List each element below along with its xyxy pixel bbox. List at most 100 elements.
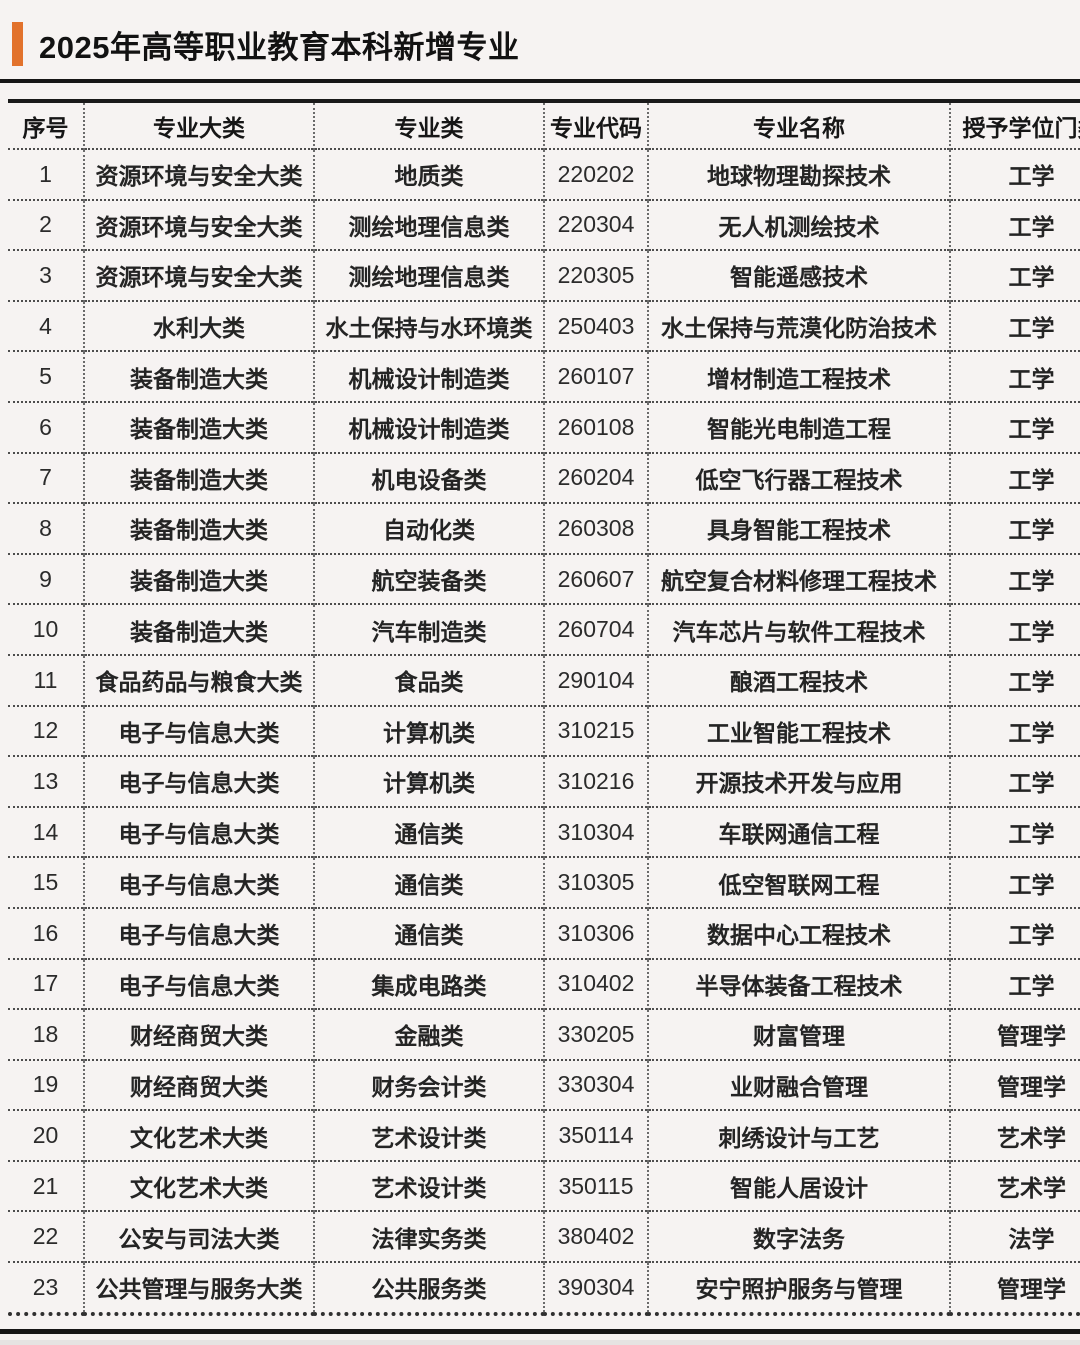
cell-no: 8 [39, 514, 52, 541]
cell-degree: 工学 [949, 654, 1080, 706]
cell-degree: 艺术学 [949, 1110, 1080, 1161]
cell-group: 通信类 [313, 907, 544, 959]
cell-major: 车联网通信工程 [647, 806, 950, 858]
cell-group: 计算机类 [313, 705, 544, 757]
table-row: 17 电子与信息大类 集成电路类 310402 半导体装备工程技术 工学 [8, 958, 1080, 1010]
cell-code: 350114 [543, 1110, 648, 1161]
cell-degree: 工学 [949, 553, 1080, 605]
cell-code: 220304 [543, 199, 648, 251]
bottom-divider [0, 1329, 1080, 1334]
top-divider [0, 79, 1080, 83]
cell-no: 19 [32, 1071, 59, 1098]
cell-degree: 管理学 [949, 1009, 1080, 1060]
cell-no: 23 [32, 1273, 59, 1300]
accent-bar [12, 22, 23, 66]
cell-no: 17 [32, 970, 59, 997]
cell-category: 资源环境与安全大类 [83, 149, 314, 200]
cell-category: 装备制造大类 [83, 351, 314, 402]
page-title: 2025年高等职业教育本科新增专业 [39, 29, 520, 65]
cell-category: 公安与司法大类 [83, 1211, 314, 1263]
cell-degree: 工学 [949, 958, 1080, 1010]
cell-major: 增材制造工程技术 [647, 351, 950, 402]
table-row: 13 电子与信息大类 计算机类 310216 开源技术开发与应用 工学 [8, 756, 1080, 807]
table-row: 6 装备制造大类 机械设计制造类 260108 智能光电制造工程 工学 [8, 401, 1080, 453]
table-row: 4 水利大类 水土保持与水环境类 250403 水土保持与荒漠化防治技术 工学 [8, 300, 1080, 352]
cell-no: 3 [39, 261, 52, 288]
majors-table: 序号 专业大类 专业类 专业代码 专业名称 授予学位门类 1 资源环境与安全大类… [8, 99, 1080, 1316]
cell-major: 安宁照护服务与管理 [647, 1262, 950, 1314]
cell-no: 7 [39, 464, 52, 491]
cell-group: 财务会计类 [313, 1059, 544, 1111]
table-row: 16 电子与信息大类 通信类 310306 数据中心工程技术 工学 [8, 907, 1080, 959]
cell-code: 330304 [543, 1059, 648, 1111]
title-block: 2025年高等职业教育本科新增专业 [12, 21, 519, 67]
cell-group: 金融类 [313, 1009, 544, 1060]
cell-code: 260308 [543, 503, 648, 554]
cell-code: 250403 [543, 300, 648, 352]
cell-major: 数字法务 [647, 1211, 950, 1263]
cell-degree: 工学 [949, 401, 1080, 453]
cell-group: 通信类 [313, 857, 544, 908]
cell-category: 水利大类 [83, 300, 314, 352]
table-header-row: 序号 专业大类 专业类 专业代码 专业名称 授予学位门类 [8, 101, 1080, 149]
cell-degree: 工学 [949, 452, 1080, 504]
cell-major: 水土保持与荒漠化防治技术 [647, 300, 950, 352]
cell-major: 航空复合材料修理工程技术 [647, 553, 950, 605]
table-row: 9 装备制造大类 航空装备类 260607 航空复合材料修理工程技术 工学 [8, 553, 1080, 605]
cell-code: 260607 [543, 553, 648, 605]
cell-code: 260204 [543, 452, 648, 504]
cell-major: 财富管理 [647, 1009, 950, 1060]
cell-no: 22 [32, 1223, 59, 1250]
cell-category: 电子与信息大类 [83, 958, 314, 1010]
cell-major: 刺绣设计与工艺 [647, 1110, 950, 1161]
cell-no: 5 [39, 363, 52, 390]
cell-category: 装备制造大类 [83, 553, 314, 605]
cell-major: 酿酒工程技术 [647, 654, 950, 706]
cell-category: 装备制造大类 [83, 452, 314, 504]
column-header-no: 序号 [22, 114, 69, 141]
cell-group: 计算机类 [313, 756, 544, 807]
cell-code: 310304 [543, 806, 648, 858]
footer-strip [0, 1340, 1080, 1345]
cell-major: 无人机测绘技术 [647, 199, 950, 251]
cell-category: 电子与信息大类 [83, 756, 314, 807]
cell-no: 13 [32, 767, 59, 794]
cell-group: 航空装备类 [313, 553, 544, 605]
cell-no: 2 [39, 211, 52, 238]
cell-group: 水土保持与水环境类 [313, 300, 544, 352]
cell-no: 9 [39, 565, 52, 592]
table-body: 1 资源环境与安全大类 地质类 220202 地球物理勘探技术 工学 2 资源环… [8, 149, 1080, 1314]
table-row: 21 文化艺术大类 艺术设计类 350115 智能人居设计 艺术学 [8, 1160, 1080, 1212]
cell-degree: 工学 [949, 705, 1080, 757]
cell-code: 310216 [543, 756, 648, 807]
cell-major: 数据中心工程技术 [647, 907, 950, 959]
cell-code: 260107 [543, 351, 648, 402]
table-row: 5 装备制造大类 机械设计制造类 260107 增材制造工程技术 工学 [8, 351, 1080, 402]
cell-code: 290104 [543, 654, 648, 706]
cell-code: 310215 [543, 705, 648, 757]
cell-code: 220202 [543, 149, 648, 200]
cell-no: 16 [32, 919, 59, 946]
cell-degree: 艺术学 [949, 1160, 1080, 1212]
cell-degree: 管理学 [949, 1262, 1080, 1314]
cell-major: 智能人居设计 [647, 1160, 950, 1212]
table-row: 20 文化艺术大类 艺术设计类 350114 刺绣设计与工艺 艺术学 [8, 1110, 1080, 1161]
table-row: 12 电子与信息大类 计算机类 310215 工业智能工程技术 工学 [8, 705, 1080, 757]
cell-no: 6 [39, 413, 52, 440]
cell-code: 310305 [543, 857, 648, 908]
cell-code: 220305 [543, 250, 648, 301]
cell-category: 装备制造大类 [83, 503, 314, 554]
cell-major: 汽车芯片与软件工程技术 [647, 604, 950, 655]
cell-group: 集成电路类 [313, 958, 544, 1010]
cell-category: 资源环境与安全大类 [83, 250, 314, 301]
cell-code: 350115 [543, 1160, 648, 1212]
table-row: 18 财经商贸大类 金融类 330205 财富管理 管理学 [8, 1009, 1080, 1060]
cell-group: 地质类 [313, 149, 544, 200]
cell-degree: 工学 [949, 250, 1080, 301]
cell-no: 4 [39, 312, 52, 339]
table-row: 1 资源环境与安全大类 地质类 220202 地球物理勘探技术 工学 [8, 149, 1080, 200]
cell-major: 开源技术开发与应用 [647, 756, 950, 807]
table-row: 7 装备制造大类 机电设备类 260204 低空飞行器工程技术 工学 [8, 452, 1080, 504]
cell-group: 通信类 [313, 806, 544, 858]
cell-category: 食品药品与粮食大类 [83, 654, 314, 706]
